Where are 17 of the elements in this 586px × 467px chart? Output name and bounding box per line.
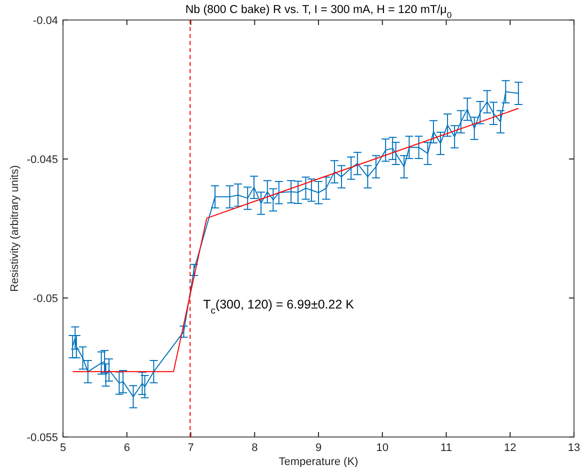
x-axis-title: Temperature (K) (278, 456, 358, 467)
chart-title: Nb (800 C bake) R vs. T, I = 300 mA, H = 120 mT/μ$_{0}$ (185, 4, 452, 20)
y-tick-label: -0.055 (26, 432, 58, 444)
x-tick-label: 11 (440, 442, 452, 454)
y-axis-title: Resistivity (arbitrary units) (9, 165, 21, 292)
x-tick-label: 13 (568, 442, 580, 454)
x-tick-label: 9 (315, 442, 322, 454)
y-tick-label: -0.05 (32, 293, 58, 305)
y-tick-label: -0.045 (26, 154, 58, 166)
x-tick-label: 7 (188, 442, 194, 454)
x-tick-label: 6 (124, 442, 130, 454)
ref-line-label: T$_{c}$(300, 120) = 6.99±0.22 K (203, 298, 355, 316)
x-tick-label: 5 (60, 442, 66, 454)
x-tick-label: 8 (252, 442, 258, 454)
y-tick-label: -0.04 (32, 15, 58, 27)
x-tick-label: 12 (504, 442, 516, 454)
x-tick-label: 10 (376, 442, 388, 454)
